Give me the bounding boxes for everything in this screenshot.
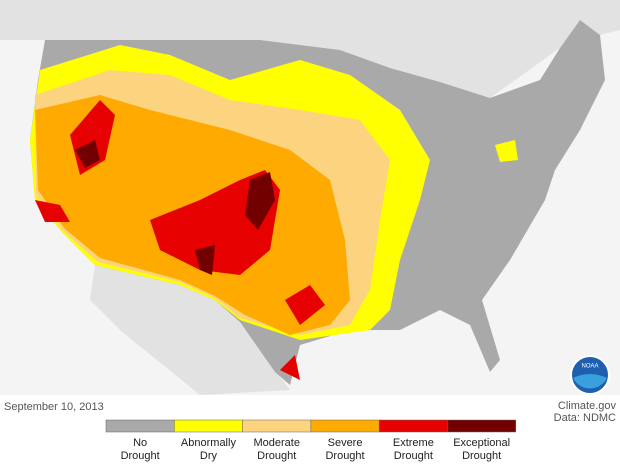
us-map xyxy=(30,20,605,385)
legend-label: Drought xyxy=(325,450,364,462)
legend-swatch xyxy=(174,419,243,433)
legend-label: Extreme xyxy=(393,437,434,449)
exceptional-drought-area xyxy=(195,245,215,275)
logo-text: NOAA xyxy=(581,364,598,370)
legend-label: No xyxy=(133,437,147,449)
legend-label: Moderate xyxy=(254,437,300,449)
legend-label: Drought xyxy=(394,450,433,462)
extreme-drought-area xyxy=(150,170,280,275)
extreme-drought-area xyxy=(35,200,70,222)
legend-label: Abnormally xyxy=(181,437,237,449)
legend-swatch xyxy=(378,419,448,433)
legend-label: Drought xyxy=(257,450,296,462)
legend-swatch xyxy=(105,419,175,433)
canada xyxy=(0,0,620,98)
extreme-drought-area xyxy=(285,285,325,325)
noaa-logo: NOAA xyxy=(570,355,610,395)
legend-label: Drought xyxy=(462,450,501,462)
legend-label: Exceptional xyxy=(453,437,510,449)
legend: NoDroughtAbnormallyDryModerateDroughtSev… xyxy=(105,419,517,462)
credit: Data: NDMC xyxy=(554,412,616,424)
abnormally-dry-area xyxy=(495,140,518,162)
exceptional-drought-area xyxy=(245,172,275,230)
exceptional-drought-area xyxy=(75,140,100,168)
legend-swatch xyxy=(310,419,380,433)
extreme-drought-area xyxy=(280,355,300,380)
legend-label: Drought xyxy=(121,450,160,462)
legend-label: Severe xyxy=(328,437,363,449)
legend-swatch xyxy=(447,419,517,433)
legend-label: Dry xyxy=(200,450,218,462)
legend-swatch xyxy=(242,419,312,433)
mexico xyxy=(90,265,290,395)
map-date: September 10, 2013 xyxy=(4,401,104,413)
credit: Climate.gov xyxy=(558,400,617,412)
